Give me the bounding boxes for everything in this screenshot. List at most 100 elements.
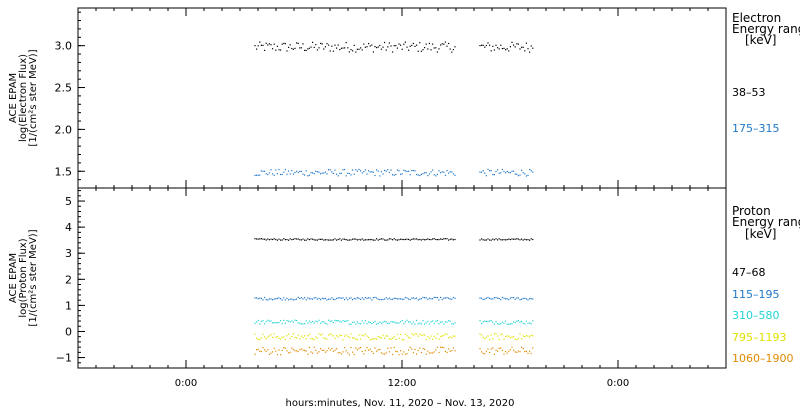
data-point [312,352,314,354]
data-point [490,320,492,322]
data-point [273,322,275,324]
data-point [401,339,403,341]
data-point [517,297,519,299]
data-point [299,239,301,241]
data-point [344,168,346,171]
data-point [313,239,315,241]
data-point [275,298,277,300]
data-point [454,335,456,337]
data-point [387,347,389,349]
data-point [446,333,448,335]
data-point [380,48,382,50]
x-tick-label: 12:00 [388,378,417,389]
data-point [363,335,365,337]
data-point [443,347,445,349]
data-point [495,349,497,351]
data-point [302,43,304,45]
data-point [276,322,278,324]
data-point [432,338,434,340]
data-point [315,336,317,338]
data-point [347,239,349,241]
data-point [440,321,442,323]
data-point [388,322,390,324]
data-point [360,298,362,300]
data-point [387,298,389,300]
data-point [384,298,386,300]
data-point [323,321,325,323]
data-point [300,348,302,350]
data-point [508,350,510,352]
data-point [260,44,262,46]
legend-title: [keV] [745,227,776,241]
data-point [369,239,371,241]
data-point [490,348,492,350]
data-point [321,172,323,174]
data-point [485,239,487,241]
data-point [283,347,285,349]
panel-frame [77,7,727,189]
data-point [318,297,320,299]
data-point [516,238,518,240]
data-point [265,350,267,352]
data-point [265,321,267,323]
data-point [508,323,510,325]
data-point [417,174,419,176]
data-point [403,298,405,300]
data-point [400,44,402,46]
data-point [332,298,334,300]
data-point [448,337,450,339]
data-point [284,347,286,349]
data-point [414,238,416,240]
data-point [441,346,443,348]
data-point [344,347,346,349]
data-point [307,175,309,177]
data-point [294,336,296,339]
data-point [525,239,527,241]
data-point [320,238,322,240]
data-point [372,171,374,173]
data-point [519,351,521,353]
data-point [339,351,341,354]
data-point [353,297,355,300]
data-point [382,321,384,323]
data-point [296,238,298,240]
data-point [506,170,508,172]
data-point [446,45,448,47]
data-point [422,173,424,175]
data-point [517,350,519,352]
data-point [324,322,326,324]
data-point [517,43,519,45]
data-point [345,350,347,352]
data-point [385,239,387,241]
y-tick-label: 3.0 [55,40,73,53]
y-tick-label: 1.5 [55,165,73,178]
data-point [532,171,534,173]
data-point [414,333,416,335]
data-point [390,347,392,349]
data-point [312,238,314,240]
data-point [329,50,331,52]
data-point [299,297,301,300]
data-point [283,297,285,299]
data-point [360,338,362,340]
data-point [376,338,378,340]
data-point [345,42,347,44]
data-point [503,338,505,340]
data-point [340,297,342,299]
data-point [454,297,456,299]
data-point [376,297,378,299]
data-point [398,322,400,324]
data-point [511,346,513,348]
data-point [425,322,427,324]
data-point [385,352,387,354]
data-point [527,239,529,241]
data-point [425,297,427,299]
data-point [315,320,317,322]
data-point [276,173,278,175]
data-point [449,350,451,352]
data-point [398,337,400,340]
data-point [388,338,390,340]
data-point [409,174,411,176]
data-point [280,173,282,176]
data-point [392,174,394,176]
